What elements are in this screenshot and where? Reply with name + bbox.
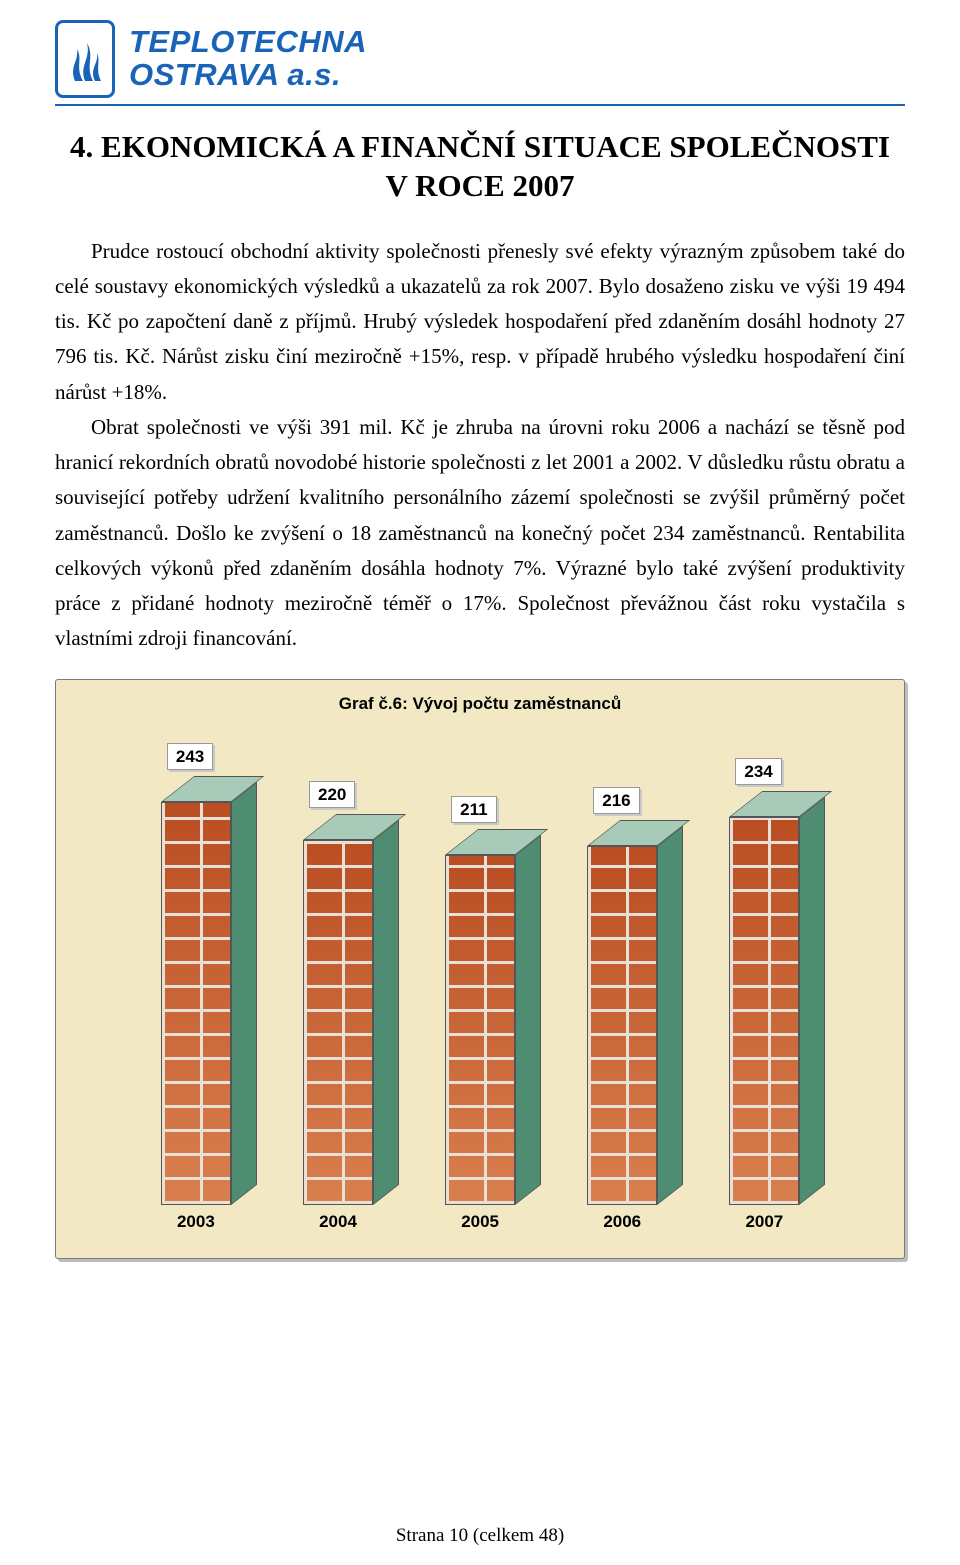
- chart-title: Graf č.6: Vývoj počtu zaměstnanců: [56, 680, 904, 714]
- body-text: Prudce rostoucí obchodní aktivity společ…: [55, 234, 905, 657]
- chart-plot-area: 243 220 211 216 234: [116, 730, 864, 1205]
- section-title-line-2: V ROCE 2007: [386, 168, 575, 203]
- bar-value-label: 243: [167, 743, 213, 770]
- section-title: 4. EKONOMICKÁ A FINANČNÍ SITUACE SPOLEČN…: [55, 128, 905, 206]
- page-footer: Strana 10 (celkem 48): [0, 1525, 960, 1547]
- x-tick-label: 2005: [461, 1212, 499, 1232]
- paragraph-1: Prudce rostoucí obchodní aktivity společ…: [55, 234, 905, 410]
- x-tick-label: 2004: [319, 1212, 357, 1232]
- bar-value-label: 220: [309, 781, 355, 808]
- logo-mark: [55, 20, 115, 98]
- bar-value-label: 216: [593, 787, 639, 814]
- paragraph-2: Obrat společnosti ve výši 391 mil. Kč je…: [55, 410, 905, 657]
- bar-2006: 216: [587, 846, 683, 1205]
- bar-2005: 211: [445, 855, 541, 1205]
- x-tick-label: 2006: [603, 1212, 641, 1232]
- bar-value-label: 234: [735, 758, 781, 785]
- bar-2004: 220: [303, 840, 399, 1205]
- x-tick-label: 2007: [745, 1212, 783, 1232]
- bar-2007: 234: [729, 817, 825, 1205]
- logo-line-1: TEPLOTECHNA: [129, 26, 367, 59]
- employee-chart: Graf č.6: Vývoj počtu zaměstnanců 243 220…: [55, 679, 905, 1259]
- chart-x-axis: 2003 2004 2005 2006 2007: [116, 1212, 864, 1240]
- logo-line-2: OSTRAVA a.s.: [129, 59, 367, 92]
- x-tick-label: 2003: [177, 1212, 215, 1232]
- bar-2003: 243: [161, 802, 257, 1205]
- header-rule: [55, 104, 905, 106]
- section-title-line-1: 4. EKONOMICKÁ A FINANČNÍ SITUACE SPOLEČN…: [70, 129, 890, 164]
- bar-value-label: 211: [451, 796, 496, 823]
- logo-text: TEPLOTECHNA OSTRAVA a.s.: [129, 26, 367, 91]
- header-logo: TEPLOTECHNA OSTRAVA a.s.: [55, 20, 905, 98]
